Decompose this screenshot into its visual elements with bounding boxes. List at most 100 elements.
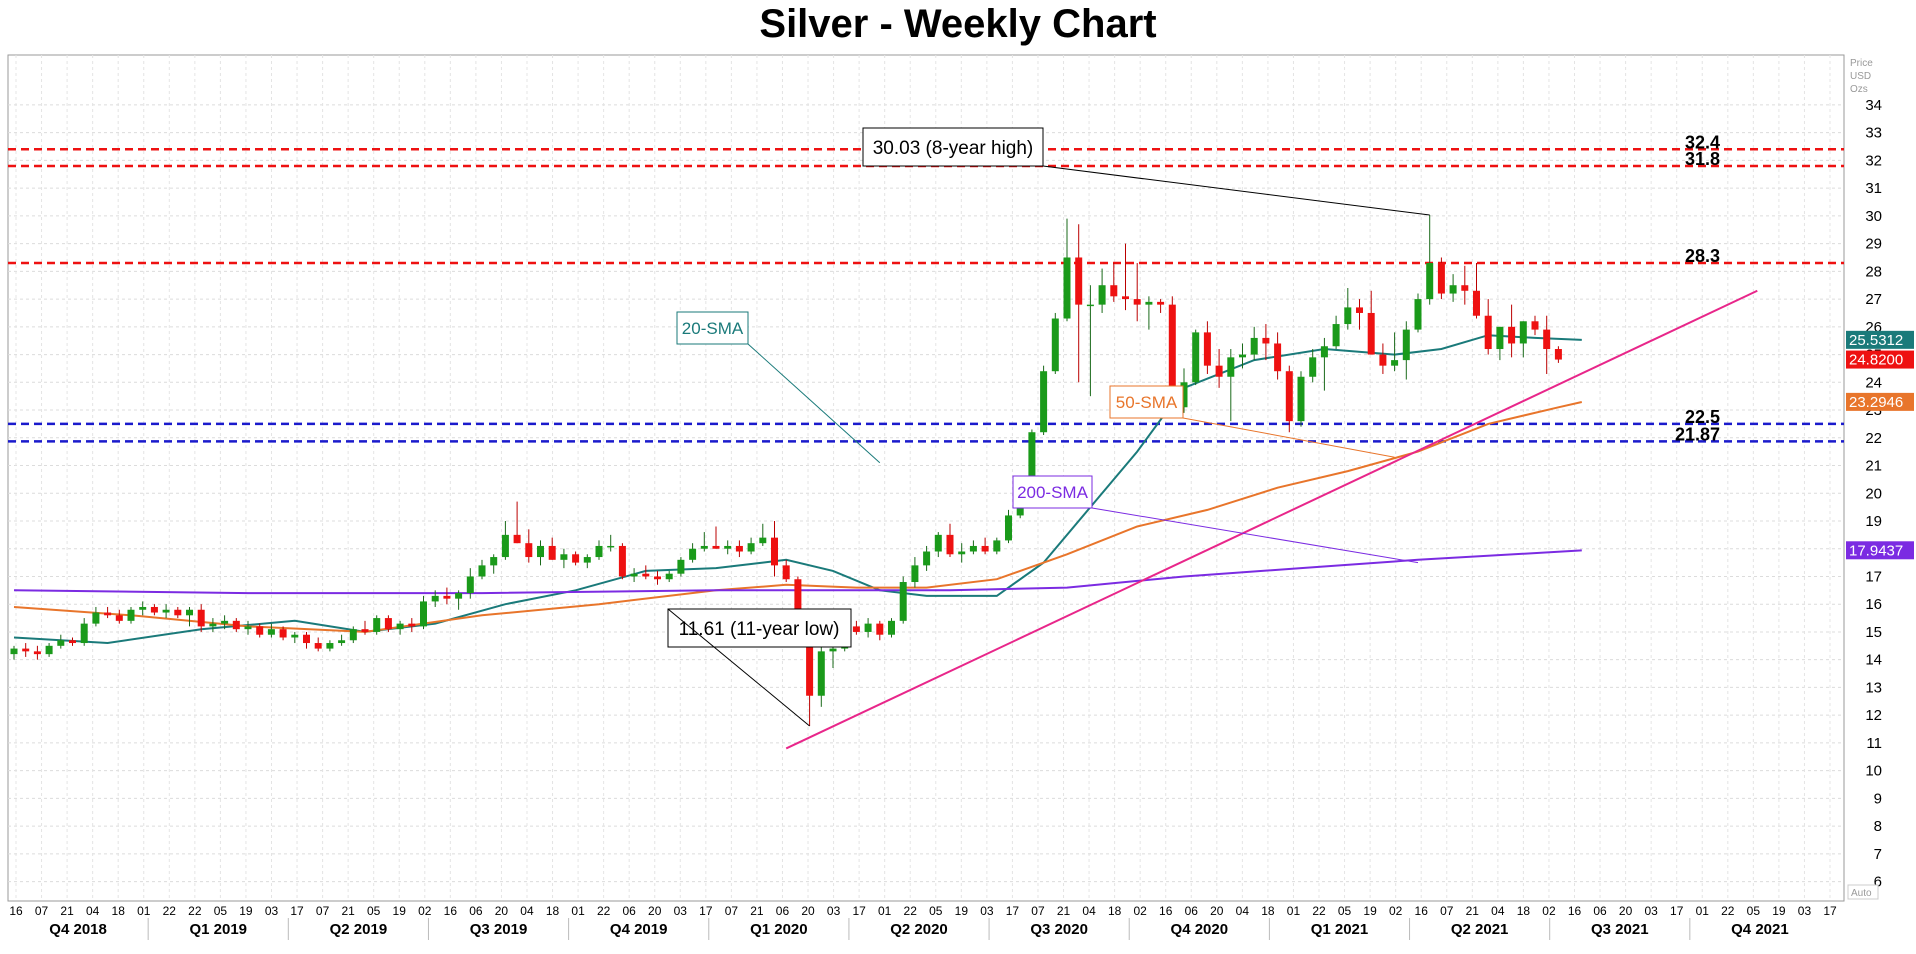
candle-body: [946, 534, 954, 555]
candle-body: [45, 645, 53, 655]
candle-body: [150, 606, 158, 613]
auto-scale-box[interactable]: [1847, 884, 1879, 900]
y-tick-label: 13: [1865, 679, 1882, 696]
x-tick-label: 22: [1721, 904, 1735, 918]
candle-body: [665, 573, 673, 580]
candle-body: [548, 545, 556, 560]
horizontal-levels: 32.431.8 28.3 22.521.87: [8, 132, 1844, 444]
price-unit-line-1: Price: [1850, 58, 1873, 69]
chart-title: Silver - Weekly Chart: [759, 2, 1157, 46]
candle-body: [607, 545, 615, 548]
x-tick-label: 07: [1440, 904, 1454, 918]
x-tick-label: 03: [827, 904, 841, 918]
x-tick-label: 18: [1108, 904, 1122, 918]
annotations: 30.03 (8-year high) 11.61 (11-year low) 20…: [667, 127, 1430, 727]
candle-body: [700, 545, 708, 549]
candle-body: [314, 643, 322, 649]
candle-body: [478, 565, 486, 577]
quarter-label: Q1 2021: [1311, 921, 1369, 938]
candle-body: [1461, 285, 1469, 291]
x-tick-label: 18: [1517, 904, 1531, 918]
candle-body: [431, 595, 439, 602]
x-tick-label: 01: [137, 904, 151, 918]
candle-body: [993, 540, 1001, 552]
y-tick-label: 24: [1865, 374, 1882, 391]
resistance-level-label: 32.4: [1685, 132, 1720, 152]
candle-body: [466, 576, 474, 594]
last-price-tag-bg: [1846, 350, 1914, 369]
x-tick-label: 06: [1593, 904, 1607, 918]
candle-body: [92, 612, 100, 624]
auto-scale-label[interactable]: Auto: [1851, 888, 1872, 899]
quarter-label: Q2 2020: [890, 921, 948, 938]
low-annotation-leader: [667, 608, 810, 727]
candle-body: [934, 534, 942, 552]
candle-body: [174, 609, 182, 616]
candle-body: [1075, 257, 1083, 305]
x-tick-label: 01: [1287, 904, 1301, 918]
candle-body: [209, 623, 217, 627]
candle-body: [80, 623, 88, 644]
x-tick-label: 03: [674, 904, 688, 918]
candle-body: [420, 601, 427, 627]
y-tick-label: 9: [1874, 790, 1882, 807]
y-tick-label: 8: [1874, 818, 1882, 835]
x-tick-label: 16: [1415, 904, 1429, 918]
candle-body: [735, 545, 743, 552]
y-tick-label: 19: [1865, 513, 1882, 530]
candle-body: [1554, 349, 1562, 360]
candle-body: [513, 534, 521, 544]
x-tick-label: 17: [852, 904, 866, 918]
high-annotation-leader: [1042, 165, 1430, 216]
candle-body: [1543, 329, 1551, 350]
candle-body: [197, 609, 205, 627]
candle-body: [361, 629, 369, 632]
x-tick-label: 19: [239, 904, 253, 918]
x-tick-label: 06: [469, 904, 483, 918]
y-tick-label: 21: [1865, 458, 1882, 475]
y-tick-label: 31: [1865, 180, 1882, 197]
candle-body: [689, 548, 697, 560]
candle-body: [279, 629, 287, 638]
candle-body: [1157, 301, 1165, 305]
candle-body: [1332, 324, 1340, 347]
y-tick-label: 15: [1865, 624, 1882, 641]
price-tags: 25.5312 24.8200 23.2946 17.9437: [1846, 330, 1914, 560]
candle-body: [1297, 376, 1305, 422]
x-tick-label: 06: [776, 904, 790, 918]
quarter-label: Q2 2019: [330, 921, 388, 938]
quarter-label: Q4 2021: [1731, 921, 1789, 938]
y-tick-label: 16: [1865, 596, 1882, 613]
candle-body: [712, 545, 720, 549]
candle-body: [1215, 365, 1223, 377]
x-tick-label: 21: [60, 904, 74, 918]
x-tick-label: 06: [1185, 904, 1199, 918]
candle-body: [326, 643, 334, 649]
y-tick-label: 27: [1865, 291, 1882, 308]
candle-body: [1005, 515, 1012, 541]
candle-body: [981, 545, 989, 552]
y-tick-label: 20: [1865, 485, 1882, 502]
x-tick-label: 22: [1312, 904, 1326, 918]
y-tick-label: 7: [1874, 846, 1882, 863]
y-tick-label: 33: [1865, 125, 1882, 142]
x-tick-label: 21: [1057, 904, 1071, 918]
candle-body: [1133, 299, 1141, 305]
candle-body: [899, 582, 907, 621]
candle-body: [1203, 332, 1211, 366]
price-axis: 6789101112131415161718192021222324252627…: [1865, 97, 1882, 891]
x-tick-label: 01: [878, 904, 892, 918]
candle-body: [583, 557, 591, 563]
candle-body: [1250, 337, 1258, 355]
candle-body: [244, 626, 252, 630]
x-tick-label: 05: [367, 904, 381, 918]
x-tick-label: 17: [290, 904, 304, 918]
candle-body: [221, 620, 229, 624]
candle-body: [888, 620, 895, 635]
candle-body: [1192, 332, 1200, 383]
candle-body: [759, 537, 767, 544]
candle-body: [817, 651, 825, 696]
sma20-callout-label: 20-SMA: [682, 319, 744, 338]
candle-body: [829, 648, 837, 652]
